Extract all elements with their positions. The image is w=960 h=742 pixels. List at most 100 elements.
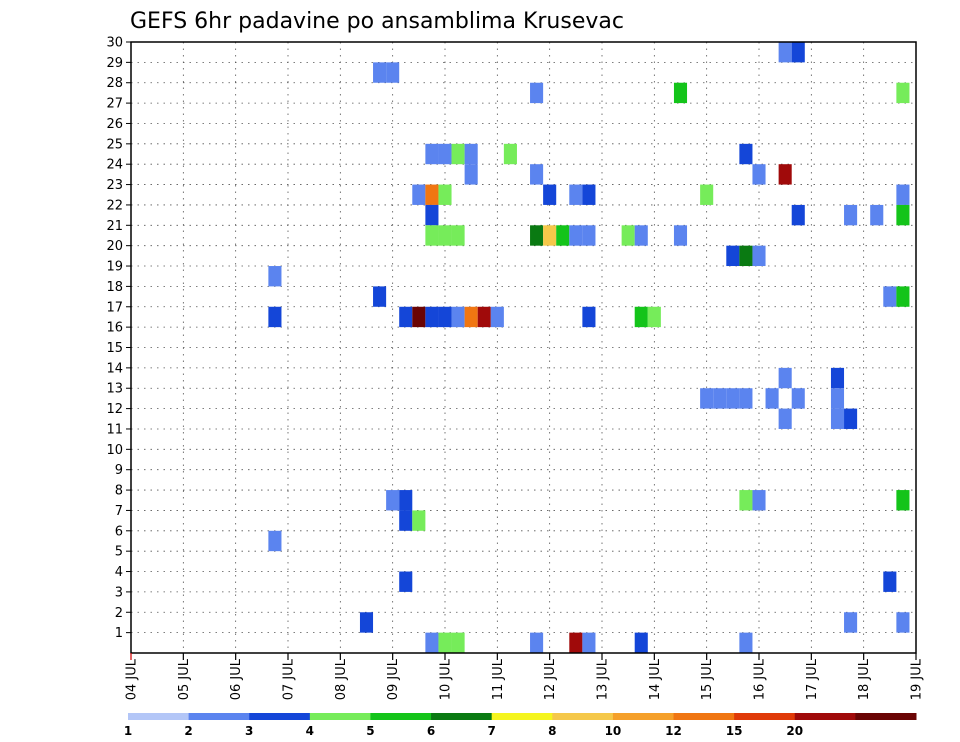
y-tick-label: 22 (106, 198, 123, 213)
x-tick-label: 15 JUL (700, 658, 715, 700)
colorbar-label: 4 (306, 724, 314, 738)
heatmap-cell (412, 510, 426, 531)
heatmap-cell (373, 62, 387, 83)
heatmap-cell (700, 388, 714, 409)
heatmap-cell (438, 225, 452, 246)
heatmap-cell (634, 306, 648, 328)
heatmap-cell (634, 632, 648, 653)
y-tick-label: 14 (106, 361, 123, 376)
heatmap-cell (582, 306, 596, 328)
colorbar-label: 2 (184, 724, 192, 738)
heatmap-cell (791, 388, 805, 409)
y-tick-label: 4 (115, 565, 123, 580)
y-tick-label: 26 (106, 117, 123, 132)
x-tick-label: 06 JUL (229, 658, 244, 700)
colorbar-swatch (370, 713, 432, 720)
x-tick-label: 12 JUL (543, 658, 558, 700)
heatmap-cell (844, 408, 858, 429)
heatmap-cell (739, 632, 753, 653)
heatmap-cell (883, 286, 897, 307)
colorbar-swatch (188, 713, 250, 720)
heatmap-cell (451, 225, 465, 246)
heatmap-cell (543, 184, 557, 205)
x-tick-label: 04 JUL (125, 658, 140, 700)
colorbar-label: 6 (427, 724, 435, 738)
y-tick-label: 2 (115, 606, 123, 621)
heatmap-cell (739, 245, 753, 267)
y-tick-label: 10 (106, 443, 123, 458)
y-tick-label: 27 (106, 97, 123, 112)
heatmap-cell (844, 204, 858, 226)
heatmap-cell (386, 62, 400, 83)
heatmap-cell (425, 184, 439, 205)
heatmap-cell (268, 306, 282, 328)
heatmap-cell (582, 632, 596, 653)
heatmap-cell (870, 204, 884, 226)
colorbar-swatch (855, 713, 917, 720)
y-tick-label: 17 (106, 300, 123, 315)
heatmap-cell (700, 184, 714, 205)
colorbar-label: 10 (605, 724, 622, 738)
colorbar-swatch (491, 713, 553, 720)
heatmap-cell (830, 388, 845, 409)
x-tick-label: 09 JUL (386, 658, 401, 700)
chart-title: GEFS 6hr padavine po ansamblima Krusevac (130, 9, 624, 34)
y-tick-label: 24 (106, 158, 123, 173)
heatmap-cell (844, 612, 858, 633)
x-tick-label: 17 JUL (805, 658, 820, 700)
heatmap-cell (359, 612, 374, 633)
y-tick-label: 1 (115, 626, 123, 641)
y-tick-label: 5 (115, 545, 123, 560)
y-tick-label: 15 (106, 341, 123, 356)
heatmap-cell (830, 367, 845, 389)
y-tick-label: 16 (106, 321, 123, 336)
colorbar-label: 5 (366, 724, 374, 738)
colorbar-label: 3 (245, 724, 253, 738)
x-tick-label: 16 JUL (753, 658, 768, 700)
colorbar-swatch (128, 713, 190, 720)
heatmap-cell (765, 388, 779, 409)
colorbar-swatch (794, 713, 856, 720)
heatmap-cell (830, 408, 845, 429)
heatmap-cell (634, 225, 648, 246)
heatmap-cell (425, 204, 439, 226)
heatmap-cell (582, 225, 596, 246)
heatmap-cell (673, 225, 688, 246)
heatmap-cell (621, 225, 635, 246)
heatmap-cell (896, 184, 910, 205)
colorbar-label: 1 (124, 724, 132, 738)
heatmap-cell (386, 490, 400, 511)
heatmap-cell (503, 143, 517, 165)
x-tick-label: 08 JUL (334, 658, 349, 700)
y-tick-label: 3 (115, 585, 123, 600)
heatmap-cell (425, 225, 439, 246)
heatmap-cell (464, 143, 478, 165)
heatmap-cell (752, 245, 766, 267)
y-tick-label: 9 (115, 463, 123, 478)
y-tick-label: 29 (106, 56, 123, 71)
y-tick-label: 25 (106, 137, 123, 152)
heatmap-cell (438, 184, 452, 205)
heatmap-cell (726, 245, 740, 267)
heatmap-cell (438, 306, 452, 328)
y-axis: 1234567891011121314151617181920212223242… (106, 36, 131, 641)
y-tick-label: 8 (115, 484, 123, 499)
heatmap-cell (896, 286, 910, 307)
colorbar-swatch (249, 713, 311, 720)
heatmap-cell (752, 164, 766, 185)
heatmap-cell (451, 143, 465, 165)
y-tick-label: 6 (115, 524, 123, 539)
colorbar: 1 2 3 4 5 6 7 8 10 12 15 20 (124, 713, 917, 738)
heatmap-cell (425, 306, 439, 328)
heatmap-cell (412, 306, 426, 328)
y-tick-label: 20 (106, 239, 123, 254)
heatmap-cell (425, 632, 439, 653)
heatmap-cell (464, 164, 478, 185)
colorbar-swatch (552, 713, 614, 720)
heatmap-cell (647, 306, 661, 328)
x-tick-label: 07 JUL (282, 658, 297, 700)
y-tick-label: 12 (106, 402, 123, 417)
colorbar-label: 8 (548, 724, 556, 738)
heatmap-cell (464, 306, 478, 328)
